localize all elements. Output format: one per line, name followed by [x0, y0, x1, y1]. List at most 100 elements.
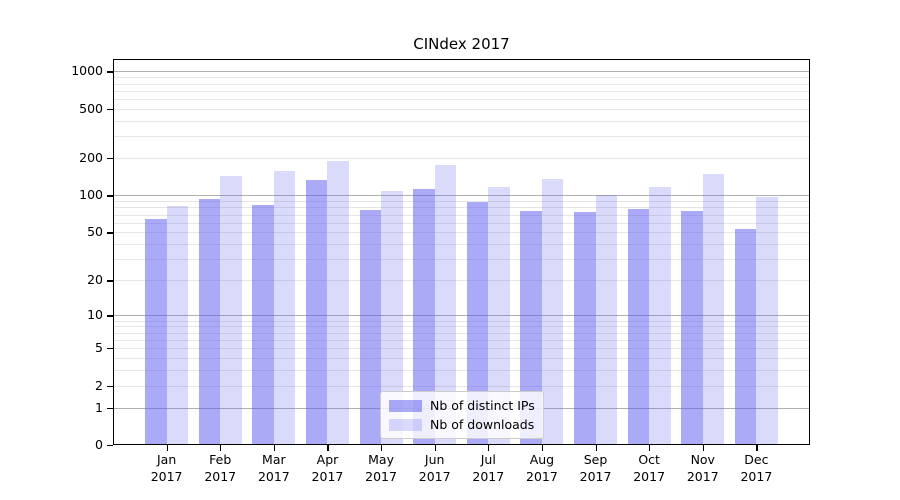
- x-tick-mark: [702, 445, 704, 451]
- minor-gridline: [113, 201, 810, 203]
- bar-downloads-jun: [434, 165, 457, 445]
- x-tick-mark: [649, 445, 651, 451]
- y-tick-label: 500: [79, 100, 103, 116]
- minor-gridline: [113, 99, 810, 101]
- y-tick-mark: [107, 280, 113, 282]
- minor-gridline: [113, 348, 810, 350]
- x-tick-label: Mar 2017: [257, 452, 290, 484]
- bar-ips-dec: [734, 229, 757, 445]
- bar-downloads-jul: [488, 186, 510, 445]
- x-tick-label: Jan 2017: [150, 452, 183, 484]
- bar-ips-sep: [574, 212, 596, 445]
- minor-gridline: [113, 120, 810, 122]
- y-tick-mark: [107, 315, 113, 317]
- x-tick-mark: [273, 445, 276, 451]
- bar-ips-jul: [466, 201, 489, 445]
- major-gridline: [113, 315, 810, 317]
- bar-downloads-aug: [541, 178, 564, 445]
- minor-gridline: [113, 136, 810, 138]
- legend: Nb of distinct IPs Nb of downloads: [380, 391, 544, 439]
- x-tick-mark: [381, 445, 383, 451]
- y-tick-label: 200: [79, 150, 103, 166]
- bar-ips-nov: [681, 210, 703, 445]
- y-tick-label: 2: [95, 377, 103, 393]
- y-tick-label: 0: [95, 437, 103, 452]
- x-tick-mark: [166, 445, 168, 451]
- minor-gridline: [113, 370, 810, 372]
- legend-swatch-ips: [389, 399, 422, 412]
- x-tick-mark: [488, 445, 490, 451]
- minor-gridline: [113, 207, 810, 209]
- minor-gridline: [113, 326, 810, 328]
- minor-gridline: [113, 244, 810, 246]
- y-tick-label: 20: [87, 272, 103, 288]
- minor-gridline: [113, 259, 810, 261]
- x-tick-mark: [595, 445, 597, 451]
- x-tick-label: Sep 2017: [579, 452, 612, 484]
- bar-ips-jan: [145, 219, 167, 445]
- y-tick-label: 1000: [71, 63, 103, 79]
- bar-ips-feb: [198, 199, 221, 445]
- bar-downloads-dec: [756, 197, 778, 445]
- x-tick-mark: [220, 445, 222, 451]
- bar-downloads-sep: [595, 194, 617, 445]
- y-tick-mark: [107, 348, 113, 350]
- minor-gridline: [113, 232, 810, 234]
- y-tick-mark: [107, 407, 113, 409]
- legend-label-downloads: Nb of downloads: [430, 417, 535, 432]
- x-tick-label: Jun 2017: [418, 452, 451, 484]
- bar-downloads-feb: [220, 175, 242, 445]
- legend-label-ips: Nb of distinct IPs: [430, 398, 535, 413]
- y-tick-mark: [107, 71, 113, 73]
- y-tick-mark: [107, 232, 113, 234]
- minor-gridline: [113, 108, 810, 110]
- minor-gridline: [113, 320, 810, 322]
- legend-item-ips: Nb of distinct IPs: [389, 398, 535, 413]
- minor-gridline: [113, 332, 810, 334]
- bar-ips-aug: [520, 210, 542, 445]
- minor-gridline: [113, 83, 810, 85]
- x-tick-mark: [434, 445, 436, 451]
- minor-gridline: [113, 385, 810, 387]
- bar-ips-may: [359, 210, 382, 445]
- y-tick-mark: [107, 158, 113, 160]
- minor-gridline: [113, 357, 810, 359]
- x-tick-label: Aug 2017: [526, 452, 558, 484]
- minor-gridline: [113, 222, 810, 224]
- x-tick-label: Jul 2017: [472, 452, 505, 484]
- bar-downloads-oct: [649, 186, 671, 445]
- legend-item-downloads: Nb of downloads: [389, 417, 535, 432]
- x-tick-label: Feb 2017: [204, 452, 237, 484]
- y-tick-label: 5: [95, 340, 103, 356]
- y-tick-label: 1: [95, 399, 103, 415]
- minor-gridline: [113, 90, 810, 92]
- y-tick-label: 50: [87, 224, 103, 240]
- major-gridline: [113, 195, 810, 197]
- bar-downloads-mar: [273, 170, 296, 445]
- y-tick-label: 10: [87, 307, 103, 323]
- minor-gridline: [113, 158, 810, 160]
- y-tick-mark: [107, 195, 113, 197]
- x-tick-label: Dec 2017: [740, 452, 773, 484]
- chart-title: CINdex 2017: [413, 35, 510, 53]
- legend-swatch-downloads: [389, 418, 422, 431]
- bar-ips-apr: [306, 179, 328, 445]
- minor-gridline: [113, 214, 810, 216]
- bar-downloads-nov: [702, 173, 725, 445]
- y-tick-mark: [107, 385, 113, 387]
- bar-downloads-jan: [166, 206, 189, 445]
- y-tick-mark: [107, 445, 113, 447]
- x-tick-label: Nov 2017: [686, 452, 719, 484]
- x-tick-mark: [541, 445, 544, 451]
- bar-ips-jun: [413, 189, 435, 445]
- major-gridline: [113, 71, 810, 73]
- bar-downloads-apr: [327, 161, 349, 445]
- x-tick-label: Oct 2017: [633, 452, 666, 484]
- x-tick-label: May 2017: [365, 452, 397, 484]
- x-tick-label: Apr 2017: [311, 452, 344, 484]
- minor-gridline: [113, 77, 810, 79]
- minor-gridline: [113, 280, 810, 282]
- minor-gridline: [113, 339, 810, 341]
- y-tick-label: 100: [79, 187, 103, 203]
